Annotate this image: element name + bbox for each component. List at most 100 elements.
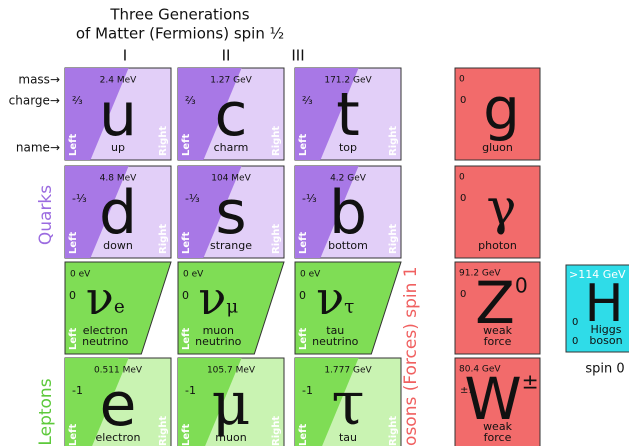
symbol-superscript: 0	[515, 273, 528, 297]
mass: 0	[459, 173, 465, 183]
cell-left	[65, 68, 129, 160]
symbol-letter: t	[336, 80, 360, 150]
particle-name: top	[339, 141, 357, 154]
particle-name: neutrino	[312, 335, 359, 348]
symbol: u	[99, 80, 137, 150]
chirality: Right	[271, 224, 282, 254]
chirality: Left	[68, 133, 79, 156]
charge: -⅓	[302, 192, 317, 205]
particle-name: weak	[483, 420, 513, 433]
cell-left	[295, 166, 359, 258]
charge: -1	[302, 384, 313, 397]
row-label: name→	[16, 141, 60, 155]
cell-left	[295, 68, 359, 160]
symbol-letter: g	[483, 75, 520, 143]
spin-label: spin 0	[585, 362, 624, 377]
symbol-letter: ν	[316, 271, 344, 325]
generation-label: I	[123, 47, 127, 65]
symbol-superscript: ±	[522, 369, 539, 393]
subtitle: of Matter (Fermions) spin ½	[76, 25, 284, 43]
symbol-subscript: μ	[226, 297, 238, 318]
symbol: H	[584, 274, 623, 334]
title: Three Generations	[109, 6, 249, 24]
symbol-letter: μ	[212, 369, 251, 439]
chirality: Right	[388, 126, 399, 156]
symbol: s	[215, 178, 246, 248]
symbol: νμ	[198, 271, 238, 325]
charge: -1	[185, 384, 196, 397]
cell-left	[178, 166, 242, 258]
symbol-letter: W	[464, 365, 521, 433]
mass: 0 eV	[183, 270, 204, 280]
symbol: e	[100, 370, 137, 440]
particle-name: tau	[339, 431, 357, 444]
particle-name: weak	[483, 324, 513, 337]
particle-name: gluon	[482, 141, 513, 154]
symbol-letter: γ	[487, 178, 517, 236]
cell-left	[178, 358, 242, 446]
charge: 0	[460, 289, 466, 300]
symbol-letter: H	[584, 274, 623, 334]
cell-left	[65, 358, 129, 446]
charge: ⅔	[72, 94, 83, 107]
chirality: Right	[271, 126, 282, 156]
cell-left	[178, 68, 242, 160]
charge: 0	[460, 193, 466, 204]
symbol: g	[483, 75, 520, 143]
chirality: Left	[181, 231, 192, 254]
particle-name: force	[484, 335, 512, 348]
mass: >114 GeV	[569, 268, 626, 281]
symbol: γ	[487, 178, 517, 236]
cell-bg	[454, 261, 541, 355]
symbol: W±	[464, 365, 538, 433]
mass: 2.4 MeV	[100, 76, 137, 86]
chirality: Left	[181, 423, 192, 446]
charge: 0	[460, 95, 466, 106]
mass: 0	[459, 75, 465, 85]
cell-bg	[454, 165, 541, 259]
particle-name: electron	[83, 324, 128, 337]
chirality: Right	[158, 126, 169, 156]
symbol-letter: d	[99, 178, 137, 248]
chirality: Left	[298, 133, 309, 156]
cell-left	[65, 166, 129, 258]
mass: 1.27 GeV	[210, 76, 252, 86]
charge: 0	[69, 289, 76, 302]
symbol: b	[329, 178, 367, 248]
symbol-letter: τ	[331, 369, 364, 439]
particle-name: strange	[210, 239, 252, 252]
particle-name: muon	[203, 324, 234, 337]
mass: 171.2 GeV	[324, 76, 372, 86]
generation-label: II	[222, 47, 231, 65]
particle-name: neutrino	[82, 335, 129, 348]
symbol-letter: b	[329, 178, 367, 248]
generation-label: III	[291, 47, 304, 65]
symbol-letter: c	[215, 80, 248, 150]
charge: 0	[182, 289, 189, 302]
mass: 80.4 GeV	[459, 365, 501, 375]
symbol: ντ	[316, 271, 354, 325]
charge: 0	[299, 289, 306, 302]
cell-bg	[294, 261, 402, 355]
symbol: c	[215, 80, 248, 150]
group-label: Quarks	[36, 185, 56, 245]
symbol-letter: e	[100, 370, 137, 440]
particle-name: muon	[215, 431, 246, 444]
symbol-subscript: τ	[344, 297, 354, 318]
symbol: d	[99, 178, 137, 248]
cell-bg	[565, 264, 629, 353]
chirality: Right	[158, 224, 169, 254]
particle-name: electron	[96, 431, 141, 444]
mass: 0 eV	[70, 270, 91, 280]
particle-name: tau	[326, 324, 344, 337]
particle-name: neutrino	[195, 335, 242, 348]
chirality: Right	[388, 224, 399, 254]
charge: ⅔	[185, 94, 196, 107]
chirality: Left	[298, 423, 309, 446]
mass: 4.2 GeV	[330, 174, 367, 184]
charge: -⅓	[72, 192, 87, 205]
chirality: Right	[158, 416, 169, 446]
charge: 0	[572, 317, 578, 328]
chirality: Left	[181, 327, 192, 350]
